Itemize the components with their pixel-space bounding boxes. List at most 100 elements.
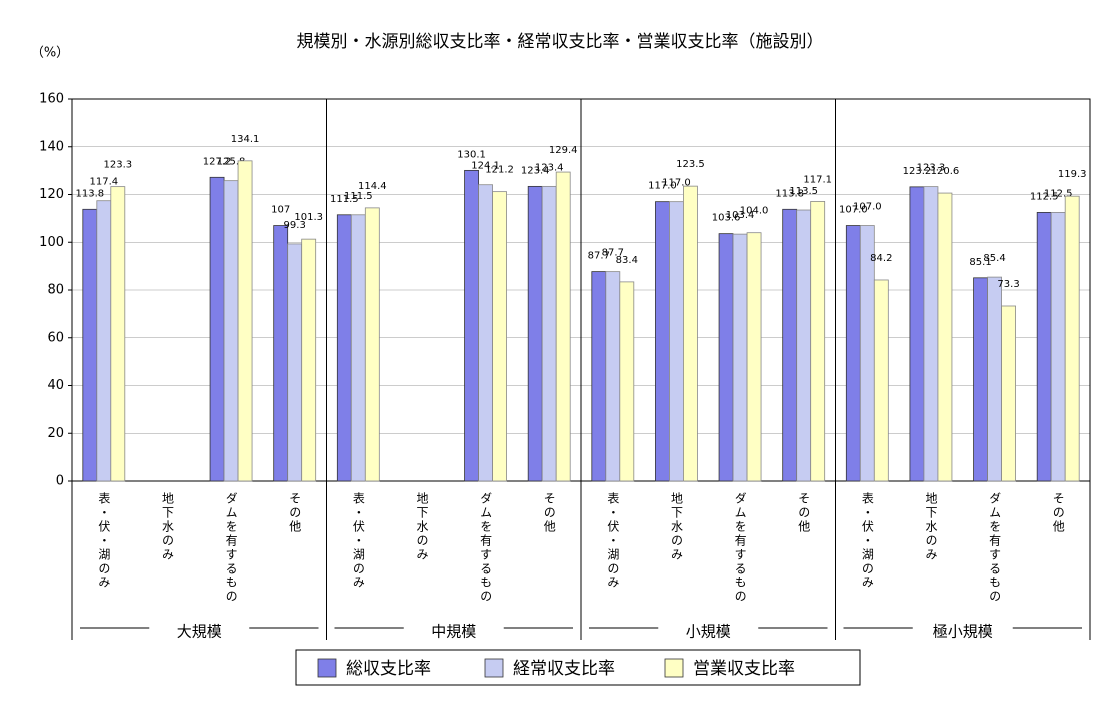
bar: [796, 209, 812, 482]
bar: [336, 214, 352, 482]
value-label: 123.5: [676, 159, 705, 170]
value-label: 103.4: [726, 210, 755, 221]
legend-swatch: [317, 658, 337, 678]
bar: [541, 185, 557, 482]
value-label: 123.3: [103, 160, 132, 171]
bar: [718, 233, 734, 482]
value-label: 114.4: [358, 181, 387, 192]
value-label: 73.3: [997, 279, 1019, 290]
value-label: 129.4: [549, 145, 578, 156]
value-label: 130.1: [457, 149, 486, 160]
x-tick-label: ダムを有するもの: [733, 492, 747, 604]
value-label: 123.4: [521, 165, 550, 176]
value-label: 123.3: [917, 163, 946, 174]
value-label: 112.5: [1044, 188, 1073, 199]
value-label: 85.4: [983, 253, 1005, 264]
legend-swatch: [484, 658, 504, 678]
bar: [350, 214, 366, 482]
value-label: 134.1: [231, 134, 260, 145]
bar: [987, 276, 1002, 482]
x-tick-label: その他: [1051, 492, 1065, 534]
value-label: 127.2: [203, 156, 232, 167]
value-label: 113.5: [789, 186, 818, 197]
bar: [1001, 305, 1016, 482]
value-label: 104.0: [740, 206, 769, 217]
bar: [683, 185, 698, 482]
y-tick-label: 120: [39, 187, 64, 202]
value-label: 123.4: [535, 162, 564, 173]
bar: [273, 225, 289, 482]
bar: [782, 208, 798, 482]
value-label: 107.0: [853, 202, 882, 213]
x-tick-label: ダムを有するもの: [988, 492, 1002, 604]
value-label: 120.6: [931, 166, 960, 177]
x-tick-label: その他: [288, 492, 302, 534]
x-tick-label: 地下水のみ: [669, 492, 683, 562]
bar: [301, 238, 317, 482]
value-label: 83.4: [616, 255, 638, 266]
value-label: 101.3: [294, 212, 323, 223]
value-label: 107.0: [839, 205, 868, 216]
group-label: 大規模: [177, 623, 222, 641]
value-label: 124.1: [471, 161, 500, 172]
bar: [591, 271, 607, 482]
value-label: 117.4: [89, 177, 118, 188]
value-label: 87.7: [588, 251, 610, 262]
bar: [973, 277, 988, 482]
x-tick-label: ダムを有するもの: [224, 492, 238, 604]
value-label: 117.1: [803, 174, 832, 185]
value-label: 112.5: [1030, 191, 1059, 202]
x-tick-label: ダムを有するもの: [479, 492, 493, 604]
bar: [96, 200, 112, 482]
bar: [1036, 212, 1052, 482]
value-label: 123.2: [903, 166, 932, 177]
legend-label: 営業収支比率: [693, 659, 795, 679]
value-label: 121.2: [485, 165, 514, 176]
legend-swatch: [664, 658, 684, 678]
x-tick-label: 表・伏・湖のみ: [351, 492, 365, 590]
bar: [555, 171, 571, 482]
legend-label: 総収支比率: [346, 659, 431, 679]
bar: [464, 169, 479, 482]
value-label: 107: [271, 205, 290, 216]
group-label: 小規模: [686, 623, 731, 641]
chart-title: 規模別・水源別総収支比率・経常収支比率・営業収支比率（施設別）: [297, 32, 824, 52]
bar: [364, 207, 380, 482]
bar: [287, 243, 303, 482]
bar: [873, 279, 889, 482]
value-label: 87.7: [602, 248, 624, 259]
x-tick-label: 地下水のみ: [415, 492, 429, 562]
group-label: 極小規模: [933, 623, 993, 641]
bar: [923, 186, 939, 482]
group-label: 中規模: [431, 623, 476, 641]
bar: [619, 281, 635, 482]
value-label: 117.0: [662, 178, 691, 189]
bar: [655, 201, 670, 482]
bar: [527, 185, 543, 482]
value-label: 84.2: [870, 253, 892, 264]
x-tick-label: その他: [542, 492, 556, 534]
y-tick-label: 100: [39, 235, 64, 250]
bar: [492, 191, 507, 482]
y-tick-label: 40: [47, 378, 64, 393]
bar: [909, 186, 925, 482]
y-unit: （%）: [31, 46, 69, 61]
x-tick-label: 地下水のみ: [160, 492, 174, 562]
x-tick-label: 表・伏・湖のみ: [606, 492, 620, 590]
value-label: 103.6: [712, 213, 741, 224]
bar: [478, 184, 493, 482]
value-label: 99.3: [284, 220, 306, 231]
bar: [82, 208, 98, 482]
bar: [237, 160, 253, 482]
x-tick-label: 地下水のみ: [924, 492, 938, 562]
legend-box: [295, 649, 861, 686]
y-tick-label: 140: [39, 139, 64, 154]
y-tick-label: 20: [47, 426, 64, 441]
value-label: 111.5: [344, 191, 373, 202]
value-label: 85.1: [969, 257, 991, 268]
value-label: 113.8: [775, 188, 804, 199]
y-tick-label: 80: [47, 283, 64, 298]
y-tick-label: 160: [39, 92, 64, 107]
legend-label: 経常収支比率: [513, 659, 615, 679]
